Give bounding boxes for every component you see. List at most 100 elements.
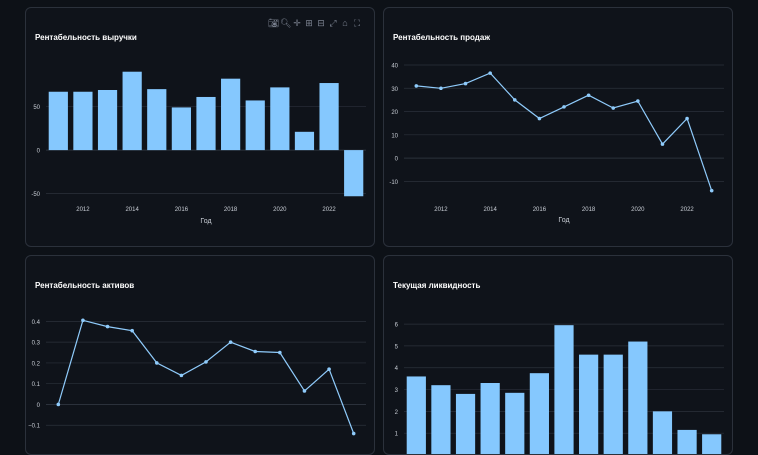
y-tick-label: 0	[395, 157, 399, 163]
y-tick-label: 0.1	[32, 382, 41, 388]
x-axis-title: Год	[558, 217, 569, 224]
y-tick-label: -10	[389, 180, 398, 186]
data-point	[105, 324, 110, 329]
y-tick-label: 0	[37, 149, 41, 155]
y-tick-label: 10	[391, 133, 398, 139]
data-point	[154, 361, 159, 365]
x-tick-label: 2012	[76, 207, 90, 213]
data-point	[130, 328, 134, 333]
y-tick-label: 40	[391, 63, 398, 69]
chart-plot: 1 2 3 4 5 6	[395, 323, 724, 454]
y-tick-label: 30	[391, 87, 398, 93]
data-point	[204, 360, 208, 364]
y-tick-label: 3	[395, 388, 399, 394]
x-tick-label: 2016	[533, 207, 547, 213]
y-tick-label: 4	[395, 366, 399, 372]
chart-title: Рентабельность активов	[35, 281, 135, 290]
bar	[628, 341, 648, 454]
chart-card-current-liquidity: Текущая ликвидность 1 2 3 4 5 6	[383, 255, 733, 455]
bar	[406, 376, 426, 454]
x-tick-label: 2014	[483, 207, 497, 213]
data-point	[636, 99, 640, 103]
data-point	[562, 105, 566, 109]
x-tick-label: 2012	[434, 207, 448, 213]
data-point	[488, 71, 492, 75]
x-tick-label: 2022	[680, 207, 694, 213]
bar	[554, 325, 574, 454]
chart-plot: -10 0 10 20 30 40 2012 2014 2016 2018 2020 2022 Год	[389, 63, 724, 224]
bar	[702, 434, 722, 454]
bar	[505, 392, 525, 454]
chart-card-revenue-profitability: Рентабельность выручки 📷︎ 🔍︎ ✛ ⊞ ⊟ ⤢ ⌂ ⛶…	[25, 7, 375, 247]
data-point	[439, 86, 443, 91]
data-point	[56, 402, 61, 407]
bar	[171, 107, 191, 151]
bar	[147, 89, 167, 151]
data-point	[586, 93, 591, 98]
x-tick-label: 2018	[224, 207, 238, 213]
bar	[579, 354, 599, 454]
y-tick-label: 2	[395, 410, 399, 416]
reset-axes-icon[interactable]: ⛶	[353, 18, 361, 28]
bar	[529, 373, 549, 454]
data-point	[685, 116, 689, 121]
bar	[319, 83, 339, 151]
y-tick-label: 1	[395, 432, 399, 438]
camera-icon[interactable]: 📷︎	[268, 18, 280, 28]
data-point	[302, 389, 307, 393]
chart-modebar: 📷︎ 🔍︎ ✛ ⊞ ⊟ ⤢ ⌂ ⛶	[268, 18, 362, 28]
data-point	[179, 373, 184, 378]
autoscale-icon[interactable]: ⤢	[329, 18, 337, 28]
bar	[677, 429, 697, 454]
bar	[48, 91, 68, 151]
bar	[603, 354, 623, 454]
bar	[196, 96, 216, 151]
y-tick-label: -50	[31, 192, 40, 198]
chart-title: Рентабельность продаж	[393, 33, 490, 42]
data-point	[709, 188, 714, 193]
data-point	[611, 106, 616, 110]
zoom-in-icon[interactable]: ⊞	[305, 18, 313, 28]
data-point	[81, 318, 85, 323]
data-point	[228, 340, 233, 344]
x-tick-label: 2020	[631, 207, 645, 213]
data-point	[537, 116, 542, 121]
bar	[270, 87, 290, 151]
y-tick-label: 6	[395, 323, 399, 329]
bar	[122, 71, 142, 151]
bar	[73, 91, 93, 151]
data-point	[660, 142, 665, 146]
chart-title: Рентабельность выручки	[35, 33, 137, 42]
y-tick-label: 0	[37, 403, 41, 409]
y-tick-label: 0.2	[32, 361, 41, 367]
y-tick-label: 0.3	[32, 341, 41, 347]
chart-plot: −0.1 0 0.1 0.2 0.3 0.4	[28, 318, 366, 436]
x-tick-label: 2022	[322, 207, 336, 213]
y-tick-label: 50	[33, 105, 40, 111]
bar	[652, 411, 673, 454]
x-tick-label: 2016	[175, 207, 189, 213]
bar	[294, 131, 315, 151]
pan-icon[interactable]: ✛	[293, 18, 301, 28]
bar	[480, 383, 500, 454]
data-point	[253, 349, 258, 354]
chart-card-sales-profitability: Рентабельность продаж -10 0 10 20 30 40 2012 20…	[383, 7, 733, 247]
zoom-icon[interactable]: 🔍︎	[280, 18, 292, 28]
chart-plot: -50 0 50 2012 2014 2016 2018 2020 2022 Год	[31, 71, 366, 225]
chart-card-asset-profitability: Рентабельность активов −0.1 0 0.1 0.2 0.3 0.4	[25, 255, 375, 455]
series-line	[416, 72, 713, 191]
y-tick-label: 5	[395, 344, 399, 350]
series-line	[57, 319, 355, 434]
data-point	[351, 431, 356, 436]
x-axis-title: Год	[200, 218, 211, 225]
data-point	[463, 81, 468, 86]
bar	[455, 393, 476, 454]
data-point	[512, 98, 517, 102]
bar	[431, 385, 451, 454]
home-icon[interactable]: ⌂	[342, 18, 348, 28]
bar	[221, 78, 241, 151]
zoom-out-icon[interactable]: ⊟	[317, 18, 325, 28]
data-point	[414, 84, 419, 88]
x-tick-label: 2014	[125, 207, 139, 213]
y-tick-label: −0.1	[28, 424, 41, 430]
